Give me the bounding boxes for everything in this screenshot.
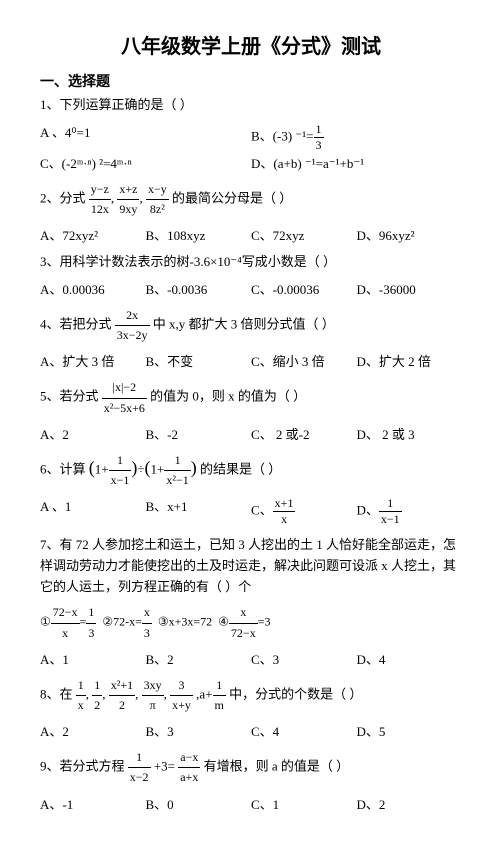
question-5: 5、若分式 |x|−2x²−5x+6 的值为 0，则 x 的值为（ ） — [40, 378, 462, 417]
q5-opt-a: A、2 — [40, 424, 146, 443]
q1-b-prefix: B、(-3) ⁻¹= — [251, 128, 314, 143]
question-7: 7、有 72 人参加挖土和运土，已知 3 人挖出的土 1 人恰好能全部运走，怎样… — [40, 535, 462, 597]
q5-prefix: 5、若分式 — [40, 389, 102, 404]
q6-suffix: 的结果是（ ） — [200, 461, 281, 476]
q8-opt-c: C、4 — [251, 721, 357, 740]
q5-opt-d: D、 2 或 3 — [357, 424, 463, 443]
q6-opt-c: C、x+1x — [251, 496, 357, 527]
question-4: 4、若把分式 2x3x−2y 中 x,y 都扩大 3 倍则分式值（ ） — [40, 306, 462, 345]
q5-opt-c: C、 2 或-2 — [251, 424, 357, 443]
question-3: 3、用科学计数法表示的树-3.6×10⁻⁴写成小数是（ ） — [40, 252, 462, 273]
page-title: 八年级数学上册《分式》测试 — [40, 30, 462, 59]
q9-suffix: 有增根，则 a 的值是（ ） — [204, 759, 350, 774]
question-6: 6、计算 (1+1x−1)÷(1+1x²−1) 的结果是（ ） — [40, 451, 462, 490]
question-8: 8、在 1x, 12, x²+12, 3xyπ, 3x+y ,a+1m 中，分式… — [40, 676, 462, 715]
q4-suffix: 中 x,y 都扩大 3 倍则分式值（ ） — [153, 317, 335, 332]
q9-opt-d: D、2 — [357, 794, 463, 813]
q3-opt-b: B、-0.0036 — [146, 279, 252, 298]
q8-opt-d: D、5 — [357, 721, 463, 740]
q8-opt-a: A、2 — [40, 721, 146, 740]
section-heading: 一、选择题 — [40, 71, 462, 91]
q9-opt-c: C、1 — [251, 794, 357, 813]
q7-opt-a: A、1 — [40, 649, 146, 668]
q2-opt-a: A、72xyz² — [40, 225, 146, 244]
q1-opt-a: A 、4⁰=1 — [40, 122, 251, 153]
q8-opt-b: B、3 — [146, 721, 252, 740]
q9-prefix: 9、若分式方程 — [40, 759, 128, 774]
q9-opt-b: B、0 — [146, 794, 252, 813]
q4-prefix: 4、若把分式 — [40, 317, 115, 332]
q6-opt-b: B、x+1 — [146, 496, 252, 527]
q3-opt-d: D、-36000 — [357, 279, 463, 298]
q4-opt-b: B、不变 — [146, 351, 252, 370]
q2-suffix: 的最简公分母是（ ） — [172, 190, 292, 205]
q9-opt-a: A、-1 — [40, 794, 146, 813]
q4-opt-d: D、扩大 2 倍 — [357, 351, 463, 370]
q2-prefix: 2、分式 — [40, 190, 89, 205]
q7-opt-d: D、4 — [357, 649, 463, 668]
q1-opt-c: C、(-2ᵐ·ⁿ) ²=4ᵐ·ⁿ — [40, 153, 251, 172]
q6-opt-a: A 、1 — [40, 496, 146, 527]
q1-opt-b: B、(-3) ⁻¹=13 — [251, 122, 462, 153]
q8-suffix: 中，分式的个数是（ ） — [229, 687, 362, 702]
q2-opt-d: D、96xyz² — [357, 225, 463, 244]
q8-prefix: 8、在 — [40, 687, 76, 702]
q5-opt-b: B、-2 — [146, 424, 252, 443]
q7-sub-options: ①72−xx=13 ②72-x=x3 ③x+3x=72 ④x72−x=3 — [40, 603, 462, 642]
question-2: 2、分式 y−z12x, x+z9xy, x−y8z² 的最简公分母是（ ） — [40, 180, 462, 219]
q7-opt-b: B、2 — [146, 649, 252, 668]
question-9: 9、若分式方程 1x−2 +3= a−xa+x 有增根，则 a 的值是（ ） — [40, 748, 462, 787]
q4-opt-c: C、缩小 3 倍 — [251, 351, 357, 370]
q7-opt-c: C、3 — [251, 649, 357, 668]
q5-suffix: 的值为 0，则 x 的值为（ ） — [150, 389, 306, 404]
q3-opt-c: C、-0.00036 — [251, 279, 357, 298]
q3-opt-a: A、0.00036 — [40, 279, 146, 298]
q2-opt-c: C、72xyz — [251, 225, 357, 244]
q4-opt-a: A、扩大 3 倍 — [40, 351, 146, 370]
q2-opt-b: B、108xyz — [146, 225, 252, 244]
question-1: 1、下列运算正确的是（ ） — [40, 95, 462, 116]
q6-prefix: 6、计算 — [40, 461, 89, 476]
q1-opt-d: D、(a+b) ⁻¹=a⁻¹+b⁻¹ — [251, 153, 462, 172]
q6-opt-d: D、1x−1 — [357, 496, 463, 527]
